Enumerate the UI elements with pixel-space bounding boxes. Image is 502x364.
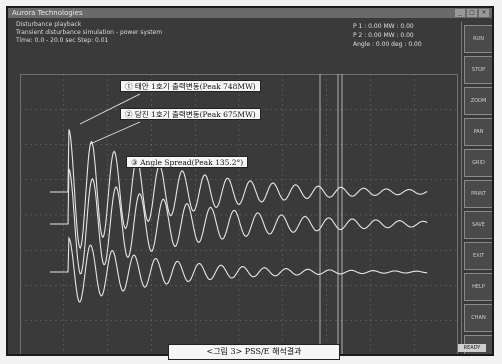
side-button-grid[interactable]: GRID <box>464 149 492 177</box>
trace-series-3 <box>50 236 428 303</box>
side-button-run[interactable]: RUN <box>464 25 492 53</box>
annotation-label-1: ① 태안 1호기 출력변동(Peak 748MW) <box>120 80 261 92</box>
plot-area[interactable] <box>20 74 458 356</box>
info-line: Disturbance playback <box>16 21 82 28</box>
side-button-help[interactable]: HELP <box>464 273 492 301</box>
value-readout: P 1 : 0.00 MW : 0.00 P 2 : 0.00 MW : 0.0… <box>353 22 422 49</box>
trace-series-1 <box>50 129 428 250</box>
annotation-label-2: ② 당진 1호기 출력변동(Peak 675MW) <box>120 108 261 120</box>
title-bar: Aurora Technologies _ □ × <box>8 8 492 18</box>
leader-line-2 <box>89 121 141 145</box>
annotation-label-3: ③ Angle Spread(Peak 135.2°) <box>126 156 249 168</box>
side-button-zoom[interactable]: ZOOM <box>464 87 492 115</box>
info-line: Time: 0.0 - 20.0 sec Step: 0.01 <box>16 37 109 44</box>
maximize-button[interactable]: □ <box>467 9 477 17</box>
side-button-pan[interactable]: PAN <box>464 118 492 146</box>
trace-series-2 <box>50 168 428 275</box>
info-line: Transient disturbance simulation - power… <box>16 29 163 36</box>
side-button-panel: RUNSTOPZOOMPANGRIDPRINTSAVEEXITHELPCHANS… <box>461 22 492 354</box>
minimize-button[interactable]: _ <box>455 9 465 17</box>
side-button-stop[interactable]: STOP <box>464 56 492 84</box>
side-button-exit[interactable]: EXIT <box>464 242 492 270</box>
side-button-save[interactable]: SAVE <box>464 211 492 239</box>
side-button-chan[interactable]: CHAN <box>464 304 492 332</box>
status-indicator: READY <box>458 344 486 352</box>
leader-line-1 <box>79 93 141 125</box>
window-title: Aurora Technologies <box>12 9 83 17</box>
readout-line: P 2 : 0.00 MW : 0.00 <box>353 32 414 39</box>
readout-line: P 1 : 0.00 MW : 0.00 <box>353 23 414 30</box>
close-button[interactable]: × <box>479 9 489 17</box>
readout-line: Angle : 0.00 deg : 0.00 <box>353 41 422 48</box>
side-button-print[interactable]: PRINT <box>464 180 492 208</box>
info-panel: Disturbance playback Transient disturban… <box>16 21 256 45</box>
plot-window: Aurora Technologies _ □ × Disturbance pl… <box>6 6 494 356</box>
figure-caption: <그림 3> PSS/E 해석결과 <box>168 344 340 360</box>
